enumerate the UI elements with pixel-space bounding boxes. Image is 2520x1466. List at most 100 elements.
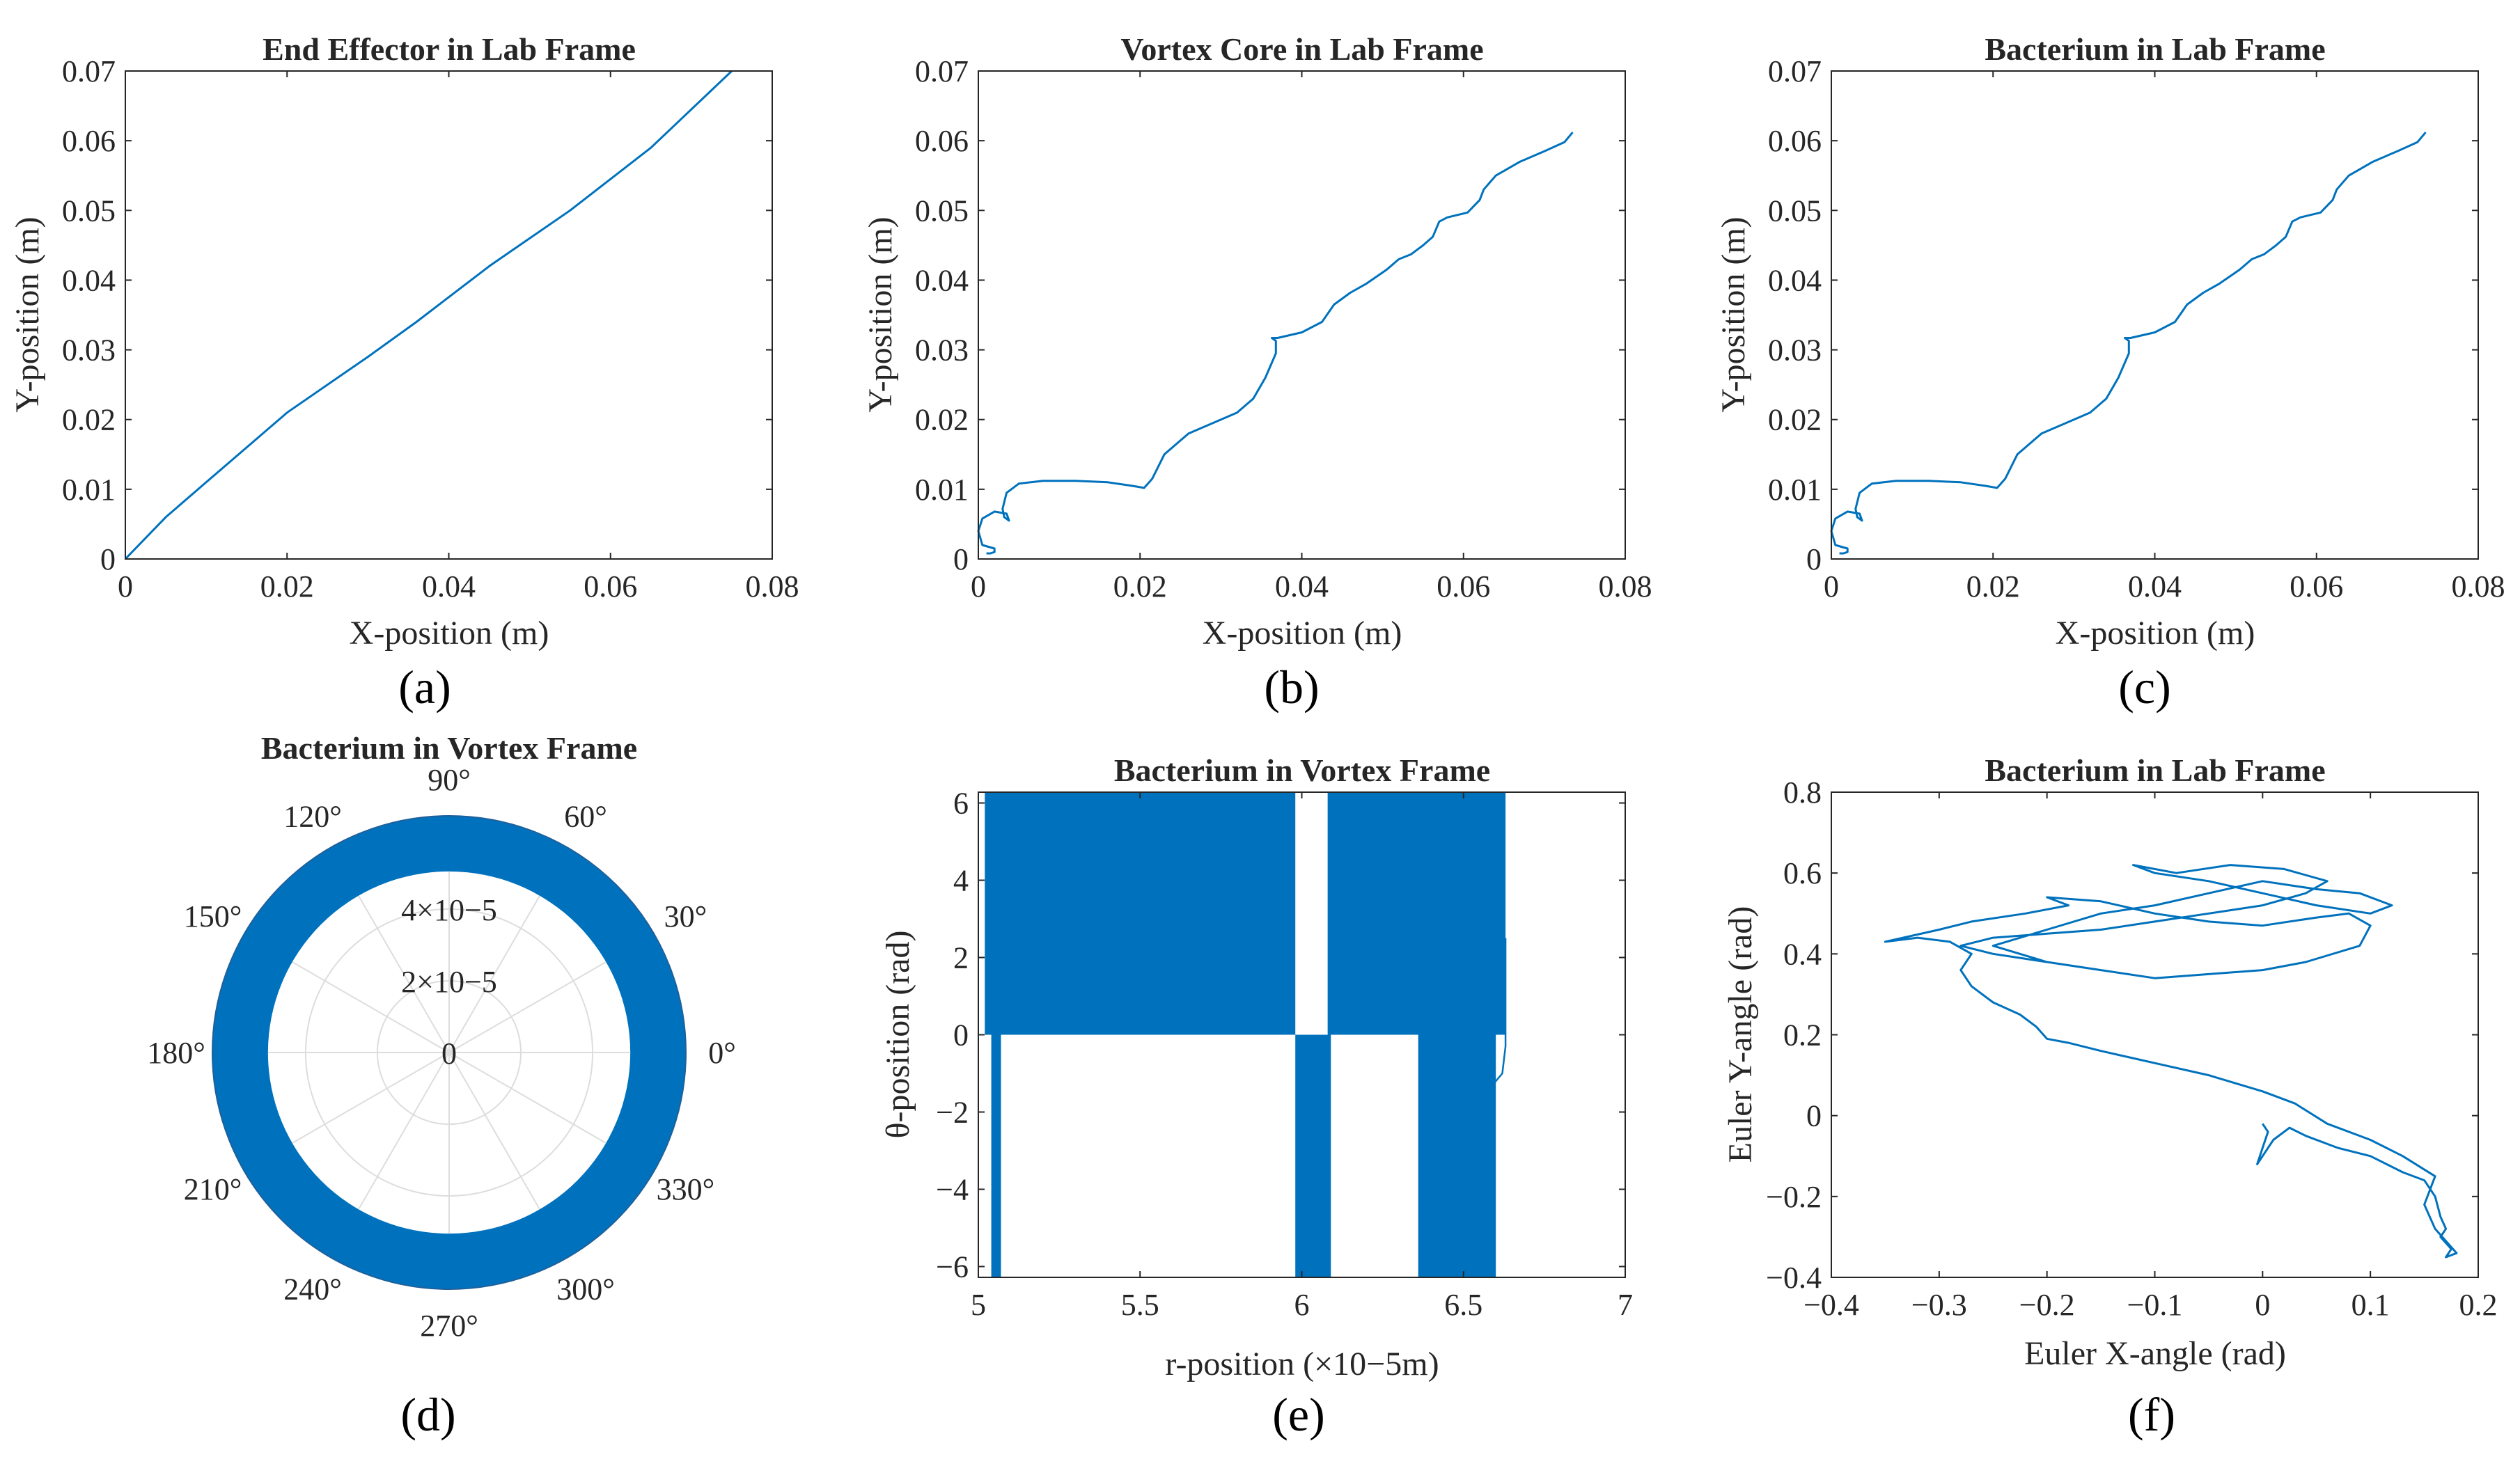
polar-angle-label: 60° <box>564 800 607 834</box>
panel-d: Bacterium in Vortex Frame 0 2×10−5 4×10−5 0… <box>147 730 736 1441</box>
polar-r-label: 4×10−5 <box>401 893 497 927</box>
xtick-label: −0.4 <box>1803 1288 1859 1322</box>
polar-angle-label: 300° <box>556 1272 615 1306</box>
polar-spoke <box>448 961 606 1053</box>
caption-b: (b) <box>1264 661 1319 714</box>
ytick-label: 0.03 <box>62 333 116 368</box>
caption-d: (d) <box>400 1388 455 1441</box>
xtick-label: 0.04 <box>422 569 476 604</box>
ytick-label: 0.06 <box>915 124 969 158</box>
ytick-label: 0.4 <box>1783 937 1822 971</box>
ytick-label: 0.04 <box>1768 263 1822 297</box>
ytick-label: 0.01 <box>915 473 969 507</box>
polar-spoke <box>292 1052 450 1144</box>
xtick-label: 0.02 <box>1113 569 1167 604</box>
ytick-label: 0.01 <box>62 473 116 507</box>
xtick-label: 0 <box>971 569 986 604</box>
panel-e: Bacterium in Vortex Frame 5 5.5 6 6.5 7 −6 −4 −… <box>879 752 1633 1441</box>
panel-d-title: Bacterium in Vortex Frame <box>261 730 637 766</box>
panel-c-ylabel: Y-position (m) <box>1715 216 1752 412</box>
polar-angle-label: 210° <box>184 1172 242 1206</box>
polar-angle-label: 0° <box>708 1036 736 1070</box>
caption-c: (c) <box>2118 661 2170 714</box>
polar-angle-label: 150° <box>184 899 242 933</box>
xtick-label: 0.06 <box>584 569 637 604</box>
oscillation-band <box>1418 1034 1496 1277</box>
ytick-label: 0.05 <box>1768 194 1822 228</box>
ytick-label: 0.07 <box>915 54 969 88</box>
polar-spoke <box>358 1052 450 1210</box>
xtick-label: 0.02 <box>260 569 314 604</box>
ytick-label: 0.03 <box>915 333 969 368</box>
xtick-label: 0.08 <box>1599 569 1652 604</box>
ytick-label: 0 <box>1806 1099 1822 1133</box>
caption-a: (a) <box>398 661 451 714</box>
xtick-label: 5.5 <box>1121 1288 1159 1322</box>
xtick-label: 6.5 <box>1444 1288 1482 1322</box>
polar-r-label: 0 <box>441 1037 457 1071</box>
panel-a-ylabel: Y-position (m) <box>9 216 46 412</box>
panel-b-title: Vortex Core in Lab Frame <box>1120 31 1483 67</box>
polar-angle-label: 240° <box>283 1272 342 1306</box>
polar-angle-label: 90° <box>428 763 471 797</box>
ytick-label: 0.02 <box>915 403 969 437</box>
xtick-label: 0.04 <box>2128 569 2182 604</box>
polar-r-label: 2×10−5 <box>401 965 497 999</box>
ytick-label: 0.06 <box>62 124 116 158</box>
xtick-label: 0.08 <box>2452 569 2505 604</box>
ytick-label: 0.06 <box>1768 124 1822 158</box>
xtick-label: 7 <box>1618 1288 1633 1322</box>
ytick-label: 0.07 <box>62 54 116 88</box>
ytick-label: 0.2 <box>1783 1018 1822 1053</box>
polar-outer-edge <box>212 815 687 1290</box>
xtick-label: 0 <box>1824 569 1839 604</box>
panel-b-ylabel: Y-position (m) <box>862 216 899 412</box>
panel-e-ylabel: θ-position (rad) <box>879 931 916 1139</box>
ytick-label: 2 <box>953 941 969 975</box>
ytick-label: −6 <box>936 1250 969 1284</box>
oscillation-band <box>991 1034 1001 1277</box>
ytick-label: 0.02 <box>1768 403 1822 437</box>
xtick-label: 0.1 <box>2351 1288 2390 1322</box>
polar-angle-label: 330° <box>657 1172 715 1206</box>
ytick-label: 0.8 <box>1783 775 1822 810</box>
xtick-label: 0 <box>2255 1288 2270 1322</box>
ytick-label: 0.6 <box>1783 856 1822 890</box>
ytick-label: 0 <box>1806 542 1822 576</box>
ytick-label: 0.02 <box>62 403 116 437</box>
panel-f-ylabel: Euler Y-angle (rad) <box>1722 906 1759 1163</box>
caption-e: (e) <box>1272 1388 1324 1441</box>
caption-f: (f) <box>2128 1388 2175 1441</box>
polar-spoke <box>358 895 450 1053</box>
oscillation-band <box>1295 1034 1331 1277</box>
ytick-label: 0.01 <box>1768 473 1822 507</box>
panel-e-title: Bacterium in Vortex Frame <box>1114 752 1490 788</box>
polar-angle-label: 180° <box>147 1036 205 1070</box>
oscillation-band <box>985 792 1296 1035</box>
ytick-label: 0.04 <box>915 263 969 297</box>
ytick-label: −4 <box>936 1172 969 1206</box>
xtick-label: 0.08 <box>746 569 799 604</box>
polar-spoke <box>448 895 540 1053</box>
polar-angle-label: 120° <box>283 800 342 834</box>
vortex-core-path-line <box>977 132 1574 555</box>
panel-c-xlabel: X-position (m) <box>2056 615 2255 652</box>
ytick-label: 0 <box>953 542 969 576</box>
xtick-label: 6 <box>1294 1288 1310 1322</box>
ytick-label: 0 <box>100 542 116 576</box>
xtick-label: −0.2 <box>2019 1288 2075 1322</box>
panel-b-xlabel: X-position (m) <box>1203 615 1402 652</box>
ytick-label: 6 <box>953 787 969 821</box>
xtick-label: −0.1 <box>2127 1288 2183 1322</box>
euler-angle-path-line <box>1884 864 2458 1259</box>
panel-b: Vortex Core in Lab Frame 0 0.02 0.04 0.06 0.… <box>862 31 1652 714</box>
ytick-label: 0.05 <box>62 194 116 228</box>
panel-c-title: Bacterium in Lab Frame <box>1985 31 2325 67</box>
panel-e-xlabel: r-position (×10−5m) <box>1165 1346 1439 1382</box>
xtick-label: 0.2 <box>2459 1288 2498 1322</box>
end-effector-path-line <box>124 70 733 560</box>
polar-angle-label: 30° <box>664 899 707 933</box>
ytick-label: −2 <box>936 1095 969 1129</box>
panel-c: Bacterium in Lab Frame 0 0.02 0.04 0.06 0.08… <box>1715 31 2505 714</box>
